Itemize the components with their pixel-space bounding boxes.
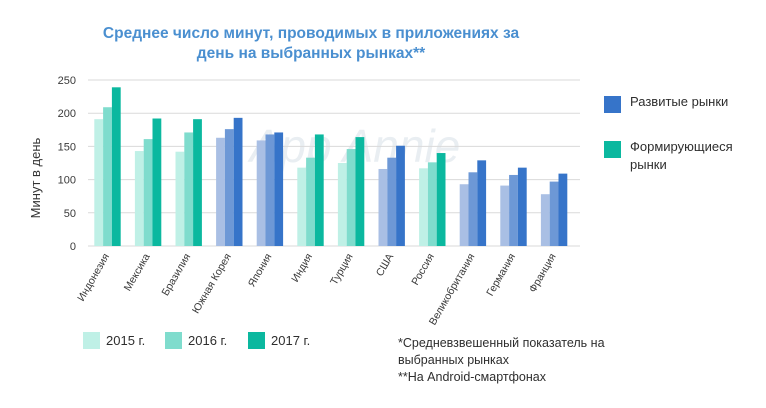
category-label-8: США xyxy=(374,252,397,279)
market-legend-swatch-1 xyxy=(604,96,621,113)
footnote-line-2: выбранных рынках xyxy=(398,353,510,367)
category-label-5: Япония xyxy=(246,252,275,290)
year-legend-swatch-2 xyxy=(165,332,182,349)
bar-8-2 xyxy=(387,157,397,246)
bar-7-3 xyxy=(355,137,365,246)
bar-9-3 xyxy=(436,153,446,246)
y-tick-label-200: 200 xyxy=(58,108,76,120)
bar-4-2 xyxy=(224,129,234,246)
bar-4-1 xyxy=(216,137,225,246)
category-label-7: Турция xyxy=(328,252,356,288)
footnote-line-3: **На Android-смартфонах xyxy=(398,370,547,384)
bar-8-1 xyxy=(378,168,388,246)
bar-5-3 xyxy=(274,132,284,246)
bar-10-2 xyxy=(468,172,478,246)
bar-1-2 xyxy=(103,107,112,246)
bar-3-3 xyxy=(193,119,202,246)
footnotes: *Средневзвешенный показатель на выбранных… xyxy=(398,336,605,384)
category-label-4: Южная Корея xyxy=(190,251,234,315)
bar-11-2 xyxy=(509,174,518,246)
year-legend-label-2: 2016 г. xyxy=(188,333,227,348)
category-label-1: Индонезия xyxy=(75,252,112,304)
bar-11-3 xyxy=(517,167,527,246)
bar-6-3 xyxy=(314,134,324,246)
market-legend-label-2-1: Формирующиеся xyxy=(630,139,733,154)
chart-title-line-1: Среднее число минут, проводимых в прилож… xyxy=(103,25,520,42)
y-tick-label-50: 50 xyxy=(64,208,76,220)
bar-7-1 xyxy=(337,163,347,246)
bar-12-1 xyxy=(540,194,550,246)
bar-1-1 xyxy=(94,119,104,246)
bar-2-3 xyxy=(152,118,162,246)
y-axis-ticks: 0 50 100 150 200 250 xyxy=(58,75,76,253)
bar-1-3 xyxy=(111,87,121,246)
category-label-10: Великобритания xyxy=(427,252,478,328)
bar-2-2 xyxy=(143,139,153,246)
category-label-11: Германия xyxy=(484,252,518,299)
year-legend: 2015 г. 2016 г. 2017 г. xyxy=(83,332,310,349)
bar-8-3 xyxy=(396,145,405,246)
y-tick-label-250: 250 xyxy=(58,75,76,87)
bar-5-1 xyxy=(256,140,266,246)
bars xyxy=(94,87,568,247)
bar-7-2 xyxy=(346,149,356,246)
bar-12-2 xyxy=(549,181,559,246)
year-legend-swatch-1 xyxy=(83,332,100,349)
market-legend-swatch-2 xyxy=(604,141,621,158)
year-legend-label-3: 2017 г. xyxy=(271,333,310,348)
bar-12-3 xyxy=(558,173,568,246)
year-legend-label-1: 2015 г. xyxy=(106,333,145,348)
category-label-3: Бразилия xyxy=(159,252,193,299)
market-legend-label-1-1: Развитые рынки xyxy=(630,94,728,109)
bar-10-3 xyxy=(477,160,487,246)
footnote-line-1: *Средневзвешенный показатель на xyxy=(398,336,605,350)
bar-3-2 xyxy=(184,132,194,246)
gridlines xyxy=(88,79,580,247)
category-label-6: Индия xyxy=(289,252,315,285)
bar-5-2 xyxy=(265,134,275,246)
bar-9-1 xyxy=(419,168,428,246)
category-label-2: Мексика xyxy=(122,251,153,293)
year-legend-swatch-3 xyxy=(248,332,265,349)
chart-title-line-2: день на выбранных рынках** xyxy=(197,45,426,62)
category-label-9: Россия xyxy=(409,252,437,288)
market-legend-label-2-2: рынки xyxy=(630,157,667,172)
bar-6-2 xyxy=(306,157,315,246)
bar-11-1 xyxy=(500,185,510,246)
bar-9-2 xyxy=(427,162,437,246)
bar-3-1 xyxy=(175,151,185,246)
bar-10-1 xyxy=(459,184,469,246)
bar-6-1 xyxy=(297,167,307,246)
y-tick-label-100: 100 xyxy=(58,175,76,187)
y-tick-label-0: 0 xyxy=(70,241,76,253)
bar-2-1 xyxy=(134,151,144,246)
y-tick-label-150: 150 xyxy=(58,141,76,153)
y-axis-label: Минут в день xyxy=(28,137,43,218)
chart-title: Среднее число минут, проводимых в прилож… xyxy=(103,25,520,62)
market-legend: Развитые рынки Формирующиеся рынки xyxy=(604,94,733,172)
category-label-12: Франция xyxy=(527,252,559,295)
bar-4-3 xyxy=(233,117,243,247)
